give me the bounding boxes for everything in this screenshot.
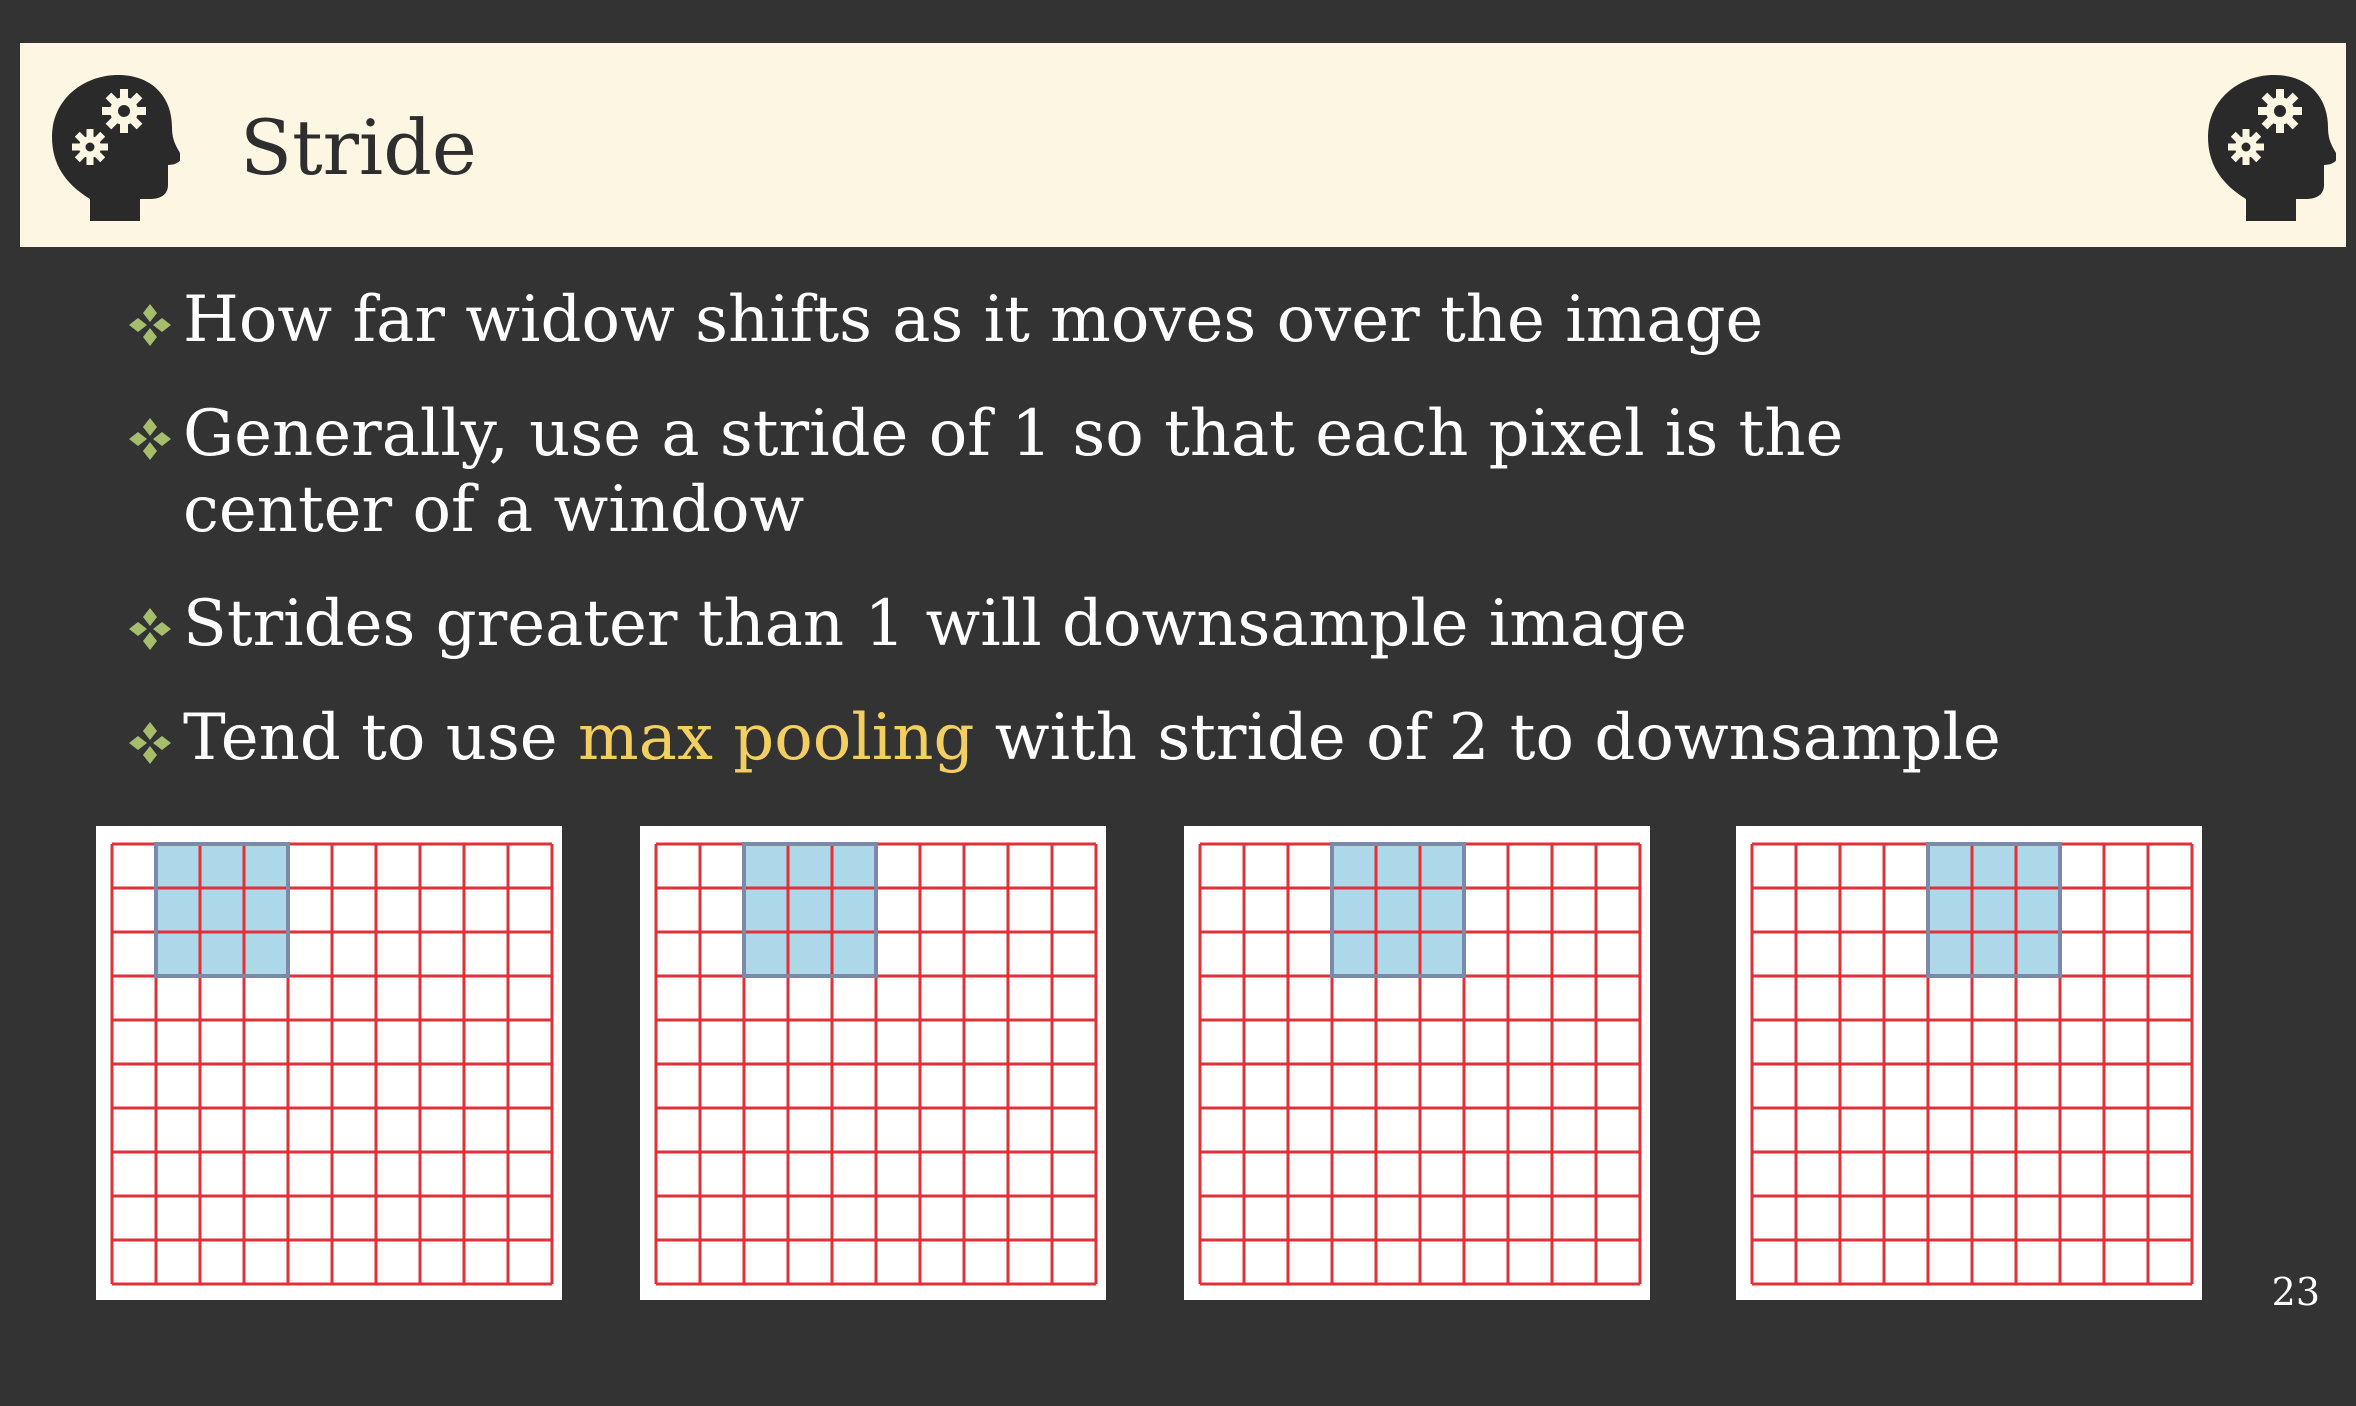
bullet-item: Strides greater than 1 will downsample i… xyxy=(125,586,2125,662)
bullet-item: Tend to use max pooling with stride of 2… xyxy=(125,700,2125,776)
sliding-window-border xyxy=(1330,842,1466,978)
diamond-bullet-icon xyxy=(129,304,171,346)
sliding-window-border xyxy=(742,842,878,978)
sliding-window xyxy=(1332,844,1464,976)
sliding-window xyxy=(744,844,876,976)
slide-title: Stride xyxy=(240,103,477,192)
grid-panel-1 xyxy=(96,826,562,1300)
page-number: 23 xyxy=(2271,1270,2320,1314)
pixel-grid xyxy=(1750,842,2194,1286)
pixel-grid xyxy=(654,842,1098,1286)
highlight-max-pooling: max pooling xyxy=(578,701,975,775)
diamond-bullet-icon xyxy=(129,722,171,764)
grid-panel-3 xyxy=(1184,826,1650,1300)
sliding-window-border xyxy=(154,842,290,978)
sliding-window xyxy=(1928,844,2060,976)
pixel-grid xyxy=(110,842,554,1286)
grid-panel-4 xyxy=(1736,826,2202,1300)
bullet-text: How far widow shifts as it moves over th… xyxy=(183,283,1764,357)
diamond-bullet-icon xyxy=(129,418,171,460)
head-with-gears-icon xyxy=(2208,75,2336,221)
bullet-text-before: Tend to use xyxy=(183,701,578,775)
grid-panel-2 xyxy=(640,826,1106,1300)
sliding-window xyxy=(156,844,288,976)
head-with-gears-icon xyxy=(52,75,180,221)
bullet-text: Strides greater than 1 will downsample i… xyxy=(183,587,1688,661)
bullet-item: How far widow shifts as it moves over th… xyxy=(125,282,2125,358)
bullet-item: Generally, use a stride of 1 so that eac… xyxy=(125,396,2043,548)
title-bar: Stride xyxy=(20,43,2346,247)
diamond-bullet-icon xyxy=(129,608,171,650)
bullet-text-after: with stride of 2 to downsample xyxy=(974,701,2001,775)
bullet-list: How far widow shifts as it moves over th… xyxy=(125,282,2125,814)
sliding-window-border xyxy=(1926,842,2062,978)
pixel-grid xyxy=(1198,842,1642,1286)
bullet-text: Generally, use a stride of 1 so that eac… xyxy=(183,397,1844,547)
